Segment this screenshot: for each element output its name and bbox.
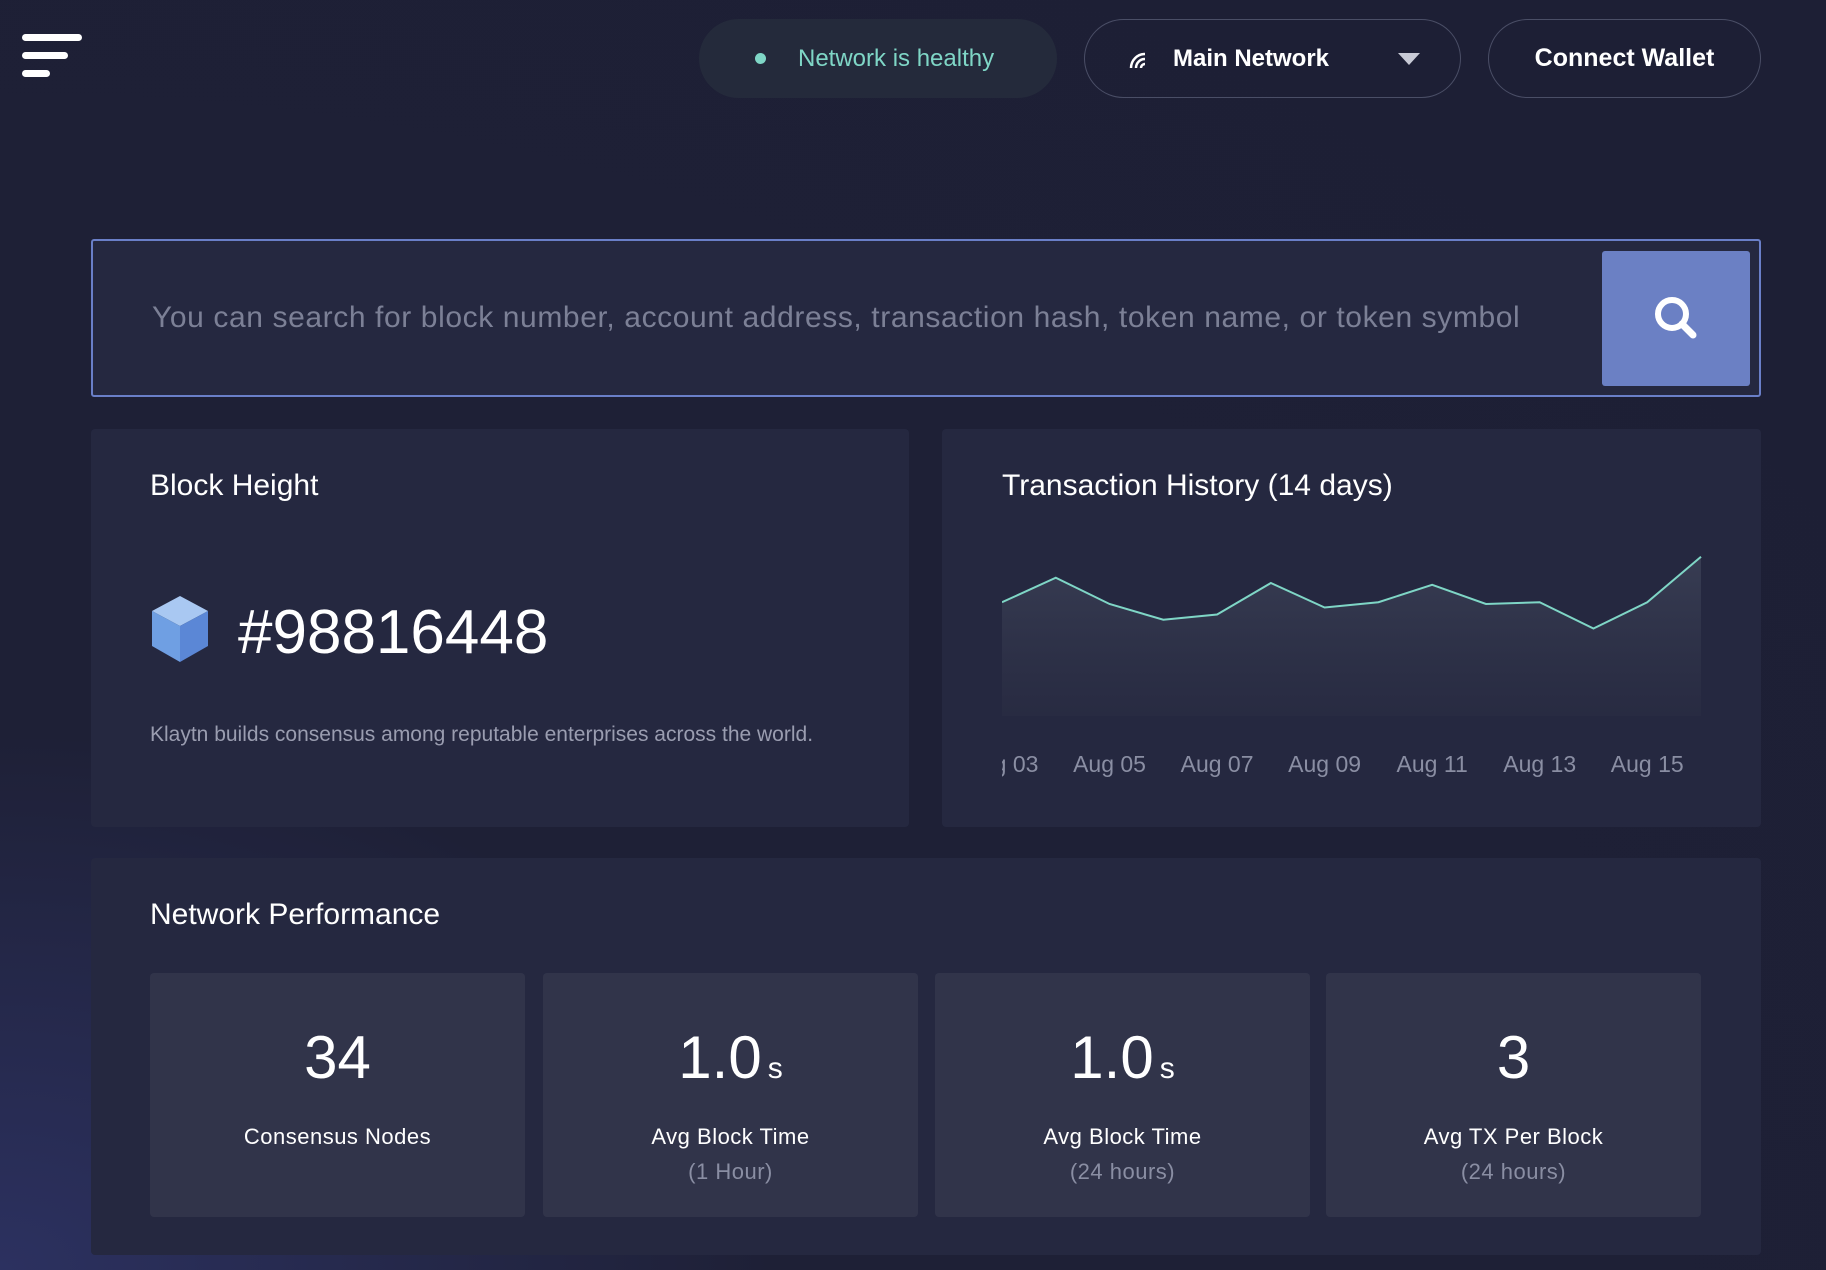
stat-number: 1.0 (678, 1024, 762, 1091)
chart-title: Transaction History (14 days) (1002, 469, 1393, 502)
stat-label: Avg TX Per Block (1423, 1124, 1604, 1149)
stat-box: 34 Consensus Nodes (150, 973, 525, 1217)
menu-button[interactable] (22, 34, 84, 80)
stat-label: Consensus Nodes (243, 1124, 432, 1149)
stat-number: 34 (304, 1024, 371, 1091)
stat-value: 34 (150, 1023, 525, 1092)
stat-box: 3 Avg TX Per Block (24 hours) (1326, 973, 1701, 1217)
menu-line (22, 34, 82, 41)
search-box[interactable]: You can search for block number, account… (91, 239, 1761, 397)
search-button[interactable] (1602, 251, 1750, 386)
network-select[interactable]: Main Network (1084, 19, 1461, 98)
stat-label: Avg Block Time (651, 1124, 810, 1149)
block-height-card: Block Height #98816448 Klaytn builds con… (91, 429, 909, 827)
card-title: Network Performance (150, 898, 441, 931)
stat-unit: s (1159, 1052, 1175, 1085)
card-title: Block Height (150, 469, 319, 502)
dropdown-arrow (1398, 53, 1420, 65)
block-icon (152, 596, 208, 662)
search-placeholder: You can search for block number, account… (152, 301, 1521, 334)
stat-sublabel: (24 hours) (1069, 1159, 1176, 1184)
menu-line (22, 52, 68, 59)
network-name: Main Network (1173, 44, 1330, 72)
stat-number: 1.0 (1070, 1024, 1154, 1091)
stat-sublabel: (24 hours) (1460, 1159, 1567, 1184)
stat-box: 1.0 s Avg Block Time (1 Hour) (543, 973, 918, 1217)
network-status: Network is healthy (699, 19, 1057, 98)
status-text: Network is healthy (798, 44, 995, 72)
connect-wallet-text: Connect Wallet (1534, 44, 1715, 72)
signal-icon (1129, 52, 1146, 68)
menu-line (22, 70, 50, 77)
stat-value: 3 (1326, 1023, 1701, 1092)
stat-value: 1.0 s (935, 1023, 1310, 1092)
stat-value: 1.0 s (543, 1023, 918, 1092)
transaction-history-card: Transaction History (14 days) (942, 429, 1761, 827)
connect-wallet-button[interactable]: Connect Wallet (1488, 19, 1761, 98)
stat-label: Avg Block Time (1043, 1124, 1202, 1149)
stat-sublabel: (1 Hour) (688, 1159, 773, 1184)
stat-unit: s (767, 1052, 783, 1085)
stat-number: 3 (1496, 1024, 1531, 1091)
search-icon (1655, 297, 1697, 339)
status-dot (755, 53, 766, 64)
stat-box: 1.0 s Avg Block Time (24 hours) (935, 973, 1310, 1217)
block-height-description: Klaytn builds consensus among reputable … (150, 723, 814, 746)
block-height-value: #98816448 (238, 598, 549, 667)
